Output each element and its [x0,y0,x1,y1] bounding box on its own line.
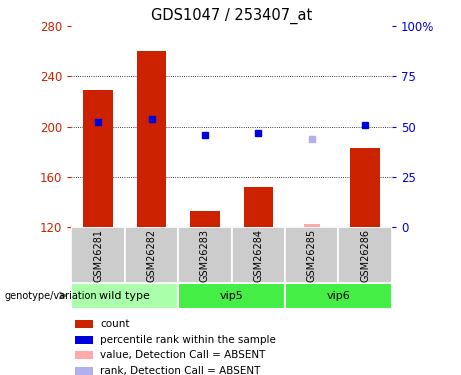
Text: vip5: vip5 [220,291,243,301]
Text: vip6: vip6 [326,291,350,301]
Text: GSM26285: GSM26285 [307,228,317,282]
Bar [71,227,125,283]
Bar [231,227,285,283]
Bar [304,224,320,227]
Text: wild type: wild type [100,291,150,301]
Text: GSM26283: GSM26283 [200,228,210,282]
Bar [83,90,113,227]
Bar [338,227,392,283]
Bar [285,283,392,309]
Bar [285,227,338,283]
Text: GSM26281: GSM26281 [93,228,103,282]
Bar [244,187,273,227]
Bar [75,351,93,359]
Bar [178,227,231,283]
Text: percentile rank within the sample: percentile rank within the sample [100,335,277,345]
Bar [125,227,178,283]
Bar [178,283,285,309]
Bar [137,51,166,227]
Title: GDS1047 / 253407_at: GDS1047 / 253407_at [151,7,312,24]
Bar [75,367,93,375]
Bar [71,283,178,309]
Bar [350,148,380,227]
Bar [190,211,219,227]
Text: GSM26284: GSM26284 [254,228,263,282]
Text: GSM26282: GSM26282 [147,228,157,282]
Text: rank, Detection Call = ABSENT: rank, Detection Call = ABSENT [100,366,261,375]
Bar [75,320,93,328]
Text: count: count [100,319,130,329]
Text: value, Detection Call = ABSENT: value, Detection Call = ABSENT [100,350,266,360]
Text: genotype/variation: genotype/variation [5,291,97,301]
Bar [75,336,93,344]
Text: GSM26286: GSM26286 [360,228,370,282]
